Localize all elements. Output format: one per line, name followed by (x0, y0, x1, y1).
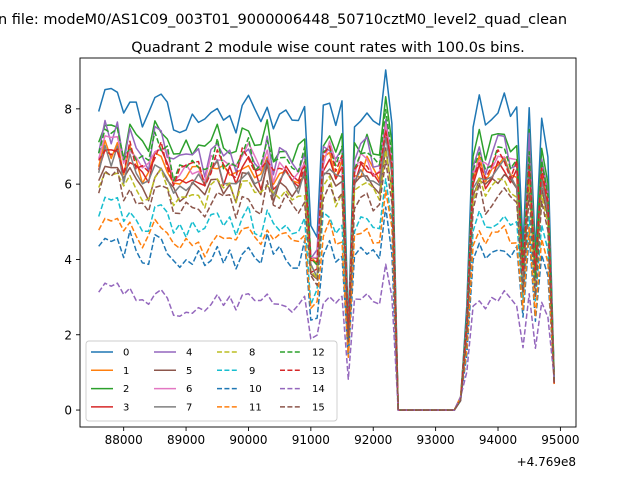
legend-label-6: 6 (186, 384, 192, 395)
x-tick-label-89000: 89000 (167, 433, 205, 447)
series-line-11 (98, 189, 555, 411)
x-tick-label-93000: 93000 (417, 433, 455, 447)
legend-label-4: 4 (186, 348, 192, 359)
series-line-4 (97, 119, 555, 411)
series-line-8 (98, 149, 555, 411)
x-tick-label-94000: 94000 (479, 433, 517, 447)
x-tick-label-90000: 90000 (229, 433, 267, 447)
plot-area: 88000 89000 90000 91000 92000 93000 94000 95000… (64, 57, 579, 447)
y-tick-label-6: 6 (64, 178, 72, 192)
legend-label-3: 3 (123, 402, 129, 413)
legend-label-5: 5 (186, 366, 192, 377)
series-line-10 (98, 206, 555, 411)
x-axis-offset-label: +4.769e8 (517, 455, 576, 469)
series-line-15 (97, 160, 555, 411)
legend-label-12: 12 (312, 348, 325, 359)
legend-label-2: 2 (123, 384, 129, 395)
legend-label-11: 11 (249, 402, 262, 413)
legend-label-8: 8 (249, 348, 255, 359)
legend-label-0: 0 (123, 348, 129, 359)
legend-label-7: 7 (186, 402, 192, 413)
legend-label-15: 15 (312, 402, 325, 413)
x-tick-label-92000: 92000 (354, 433, 392, 447)
y-tick-label-2: 2 (64, 328, 72, 342)
axes-frame (79, 57, 577, 428)
legend-label-13: 13 (312, 366, 325, 377)
figure-suptitle: n file: modeM0/AS1C09_003T01_9000006448_… (0, 12, 567, 28)
x-tick-label-91000: 91000 (292, 433, 330, 447)
x-tick-label-95000: 95000 (541, 433, 579, 447)
series-line-9 (97, 178, 555, 411)
legend-box (85, 340, 338, 422)
legend-label-10: 10 (249, 384, 262, 395)
series-line-14 (98, 263, 555, 411)
series-line-13 (98, 129, 555, 411)
data-lines (97, 69, 555, 411)
chart-title: Quadrant 2 module wise count rates with … (131, 40, 525, 56)
y-tick-label-4: 4 (64, 253, 72, 267)
legend-label-9: 9 (249, 366, 255, 377)
y-tick-label-8: 8 (64, 102, 72, 116)
series-line-2 (97, 96, 555, 411)
y-tick-label-0: 0 (64, 404, 72, 418)
legend-label-1: 1 (123, 366, 129, 377)
x-tick-label-88000: 88000 (105, 433, 143, 447)
legend-label-14: 14 (312, 384, 325, 395)
series-line-0 (97, 69, 555, 411)
